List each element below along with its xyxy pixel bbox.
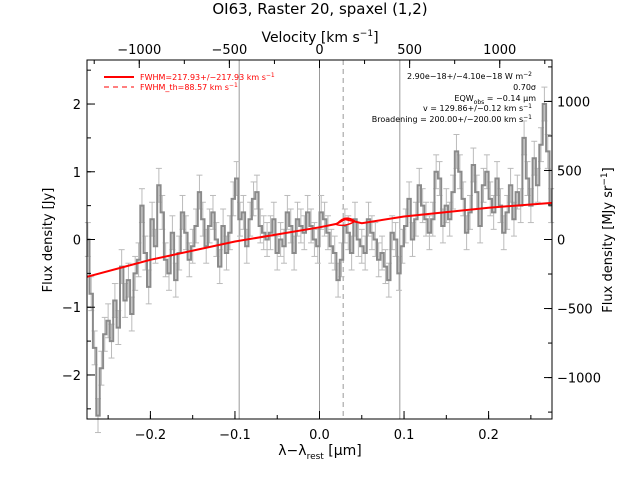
velocity-tick-label: 1000 [483, 43, 516, 58]
data-series [87, 103, 552, 417]
legend-entry-fwhm-th-text: FWHM_th=88.57 km s [140, 83, 229, 92]
annotation-eqw-tail: = −0.14 μm [484, 94, 536, 103]
right-tick-label: 500 [557, 164, 582, 179]
x-axis-label-unit: [μm] [324, 443, 362, 459]
fit-series [86, 201, 553, 278]
y-tick-label: 2 [73, 98, 81, 113]
y-tick-label: 1 [73, 166, 81, 181]
velocity-tick-label: −1000 [117, 43, 161, 58]
y-tick-label: −2 [62, 369, 81, 384]
x-axis-label-text: λ−λ [278, 443, 306, 459]
y-tick-label: 0 [73, 234, 81, 249]
annotation-flux-text: 2.90e−18+/−4.10e−18 W m [407, 72, 523, 81]
annotation-flux-sup: −2 [523, 71, 532, 78]
annotation-eqw: EQWobs = −0.14 μm [454, 94, 536, 106]
spectrum-histogram [87, 103, 552, 417]
y-axis-label-right: Flux density [MJy sr−1] [600, 167, 616, 312]
annotation-velocity-sup: −1 [523, 103, 532, 110]
legend-entry-fwhm-th: FWHM_th=88.57 km s−1 [140, 82, 238, 92]
legend: FWHM=217.93+/−217.93 km s−1 FWHM_th=88.5… [104, 72, 275, 92]
velocity-tick-label: −500 [212, 43, 248, 58]
x-tick-label: 0.2 [478, 428, 499, 443]
y-axis-label-right-sup: −1 [600, 172, 610, 185]
annotation-flux: 2.90e−18+/−4.10e−18 W m−2 [407, 71, 532, 81]
x-axis-label-sub: rest [307, 452, 325, 462]
axis-ticks: −0.2 −0.1 0.0 0.1 0.2 −1000 −500 0 500 1000 −2 −1 0 1… [62, 43, 601, 443]
annotation-velocity-text: v = 129.86+/−0.12 km s [423, 104, 523, 113]
legend-entry-fwhm-th-sup: −1 [229, 82, 238, 89]
annotation-broadening-text: Broadening = 200.00+/−200.00 km s [372, 115, 523, 124]
annotation-eqw-sub: obs [474, 99, 485, 106]
emission-line-fit [335, 217, 357, 227]
top-axis-label-end: ] [373, 30, 378, 46]
y-axis-label-left: Flux density [Jy] [41, 188, 56, 293]
y-axis-label-right-end: ] [601, 167, 616, 172]
y-tick-label: −1 [62, 301, 81, 316]
x-tick-label: −0.2 [135, 428, 167, 443]
legend-entry-fwhm: FWHM=217.93+/−217.93 km s−1 [140, 72, 275, 82]
right-tick-label: −1000 [557, 372, 601, 387]
right-tick-label: 0 [557, 234, 565, 249]
velocity-tick-label: 0 [315, 43, 323, 58]
right-tick-label: 1000 [557, 95, 590, 110]
x-axis-label: λ−λrest [μm] [278, 443, 362, 462]
chart-title: OI63, Raster 20, spaxel (1,2) [212, 0, 427, 18]
fit-annotations: 2.90e−18+/−4.10e−18 W m−2 0.70σ EQWobs =… [372, 71, 536, 124]
legend-entry-fwhm-text: FWHM=217.93+/−217.93 km s [140, 73, 266, 82]
annotation-velocity: v = 129.86+/−0.12 km s−1 [423, 103, 532, 113]
top-axis-label: Velocity [km s−1] [261, 29, 378, 46]
x-tick-label: 0.0 [309, 428, 330, 443]
y-axis-label-right-text: Flux density [MJy sr [601, 185, 616, 313]
top-axis-label-text: Velocity [km s [261, 30, 359, 46]
annotation-sigma: 0.70σ [513, 83, 536, 92]
annotation-broadening-sup: −1 [523, 114, 532, 121]
x-tick-label: 0.1 [394, 428, 415, 443]
annotation-eqw-text: EQW [454, 94, 473, 103]
top-axis-label-sup: −1 [360, 29, 373, 39]
x-tick-label: −0.1 [219, 428, 251, 443]
annotation-broadening: Broadening = 200.00+/−200.00 km s−1 [372, 114, 532, 124]
velocity-tick-label: 500 [397, 43, 422, 58]
legend-entry-fwhm-sup: −1 [266, 72, 275, 79]
right-tick-label: −500 [557, 303, 593, 318]
